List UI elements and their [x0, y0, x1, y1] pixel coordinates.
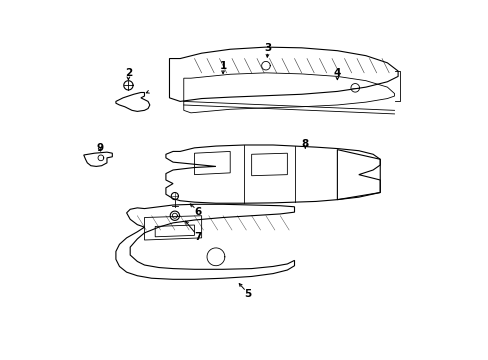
- Text: 1: 1: [219, 61, 226, 71]
- Text: 5: 5: [244, 289, 251, 299]
- Text: 4: 4: [333, 68, 340, 78]
- Text: 2: 2: [124, 68, 132, 78]
- Text: 9: 9: [96, 143, 103, 153]
- Text: 8: 8: [301, 139, 308, 149]
- Text: 7: 7: [194, 232, 202, 242]
- Text: 6: 6: [194, 207, 201, 217]
- Text: 3: 3: [264, 43, 271, 53]
